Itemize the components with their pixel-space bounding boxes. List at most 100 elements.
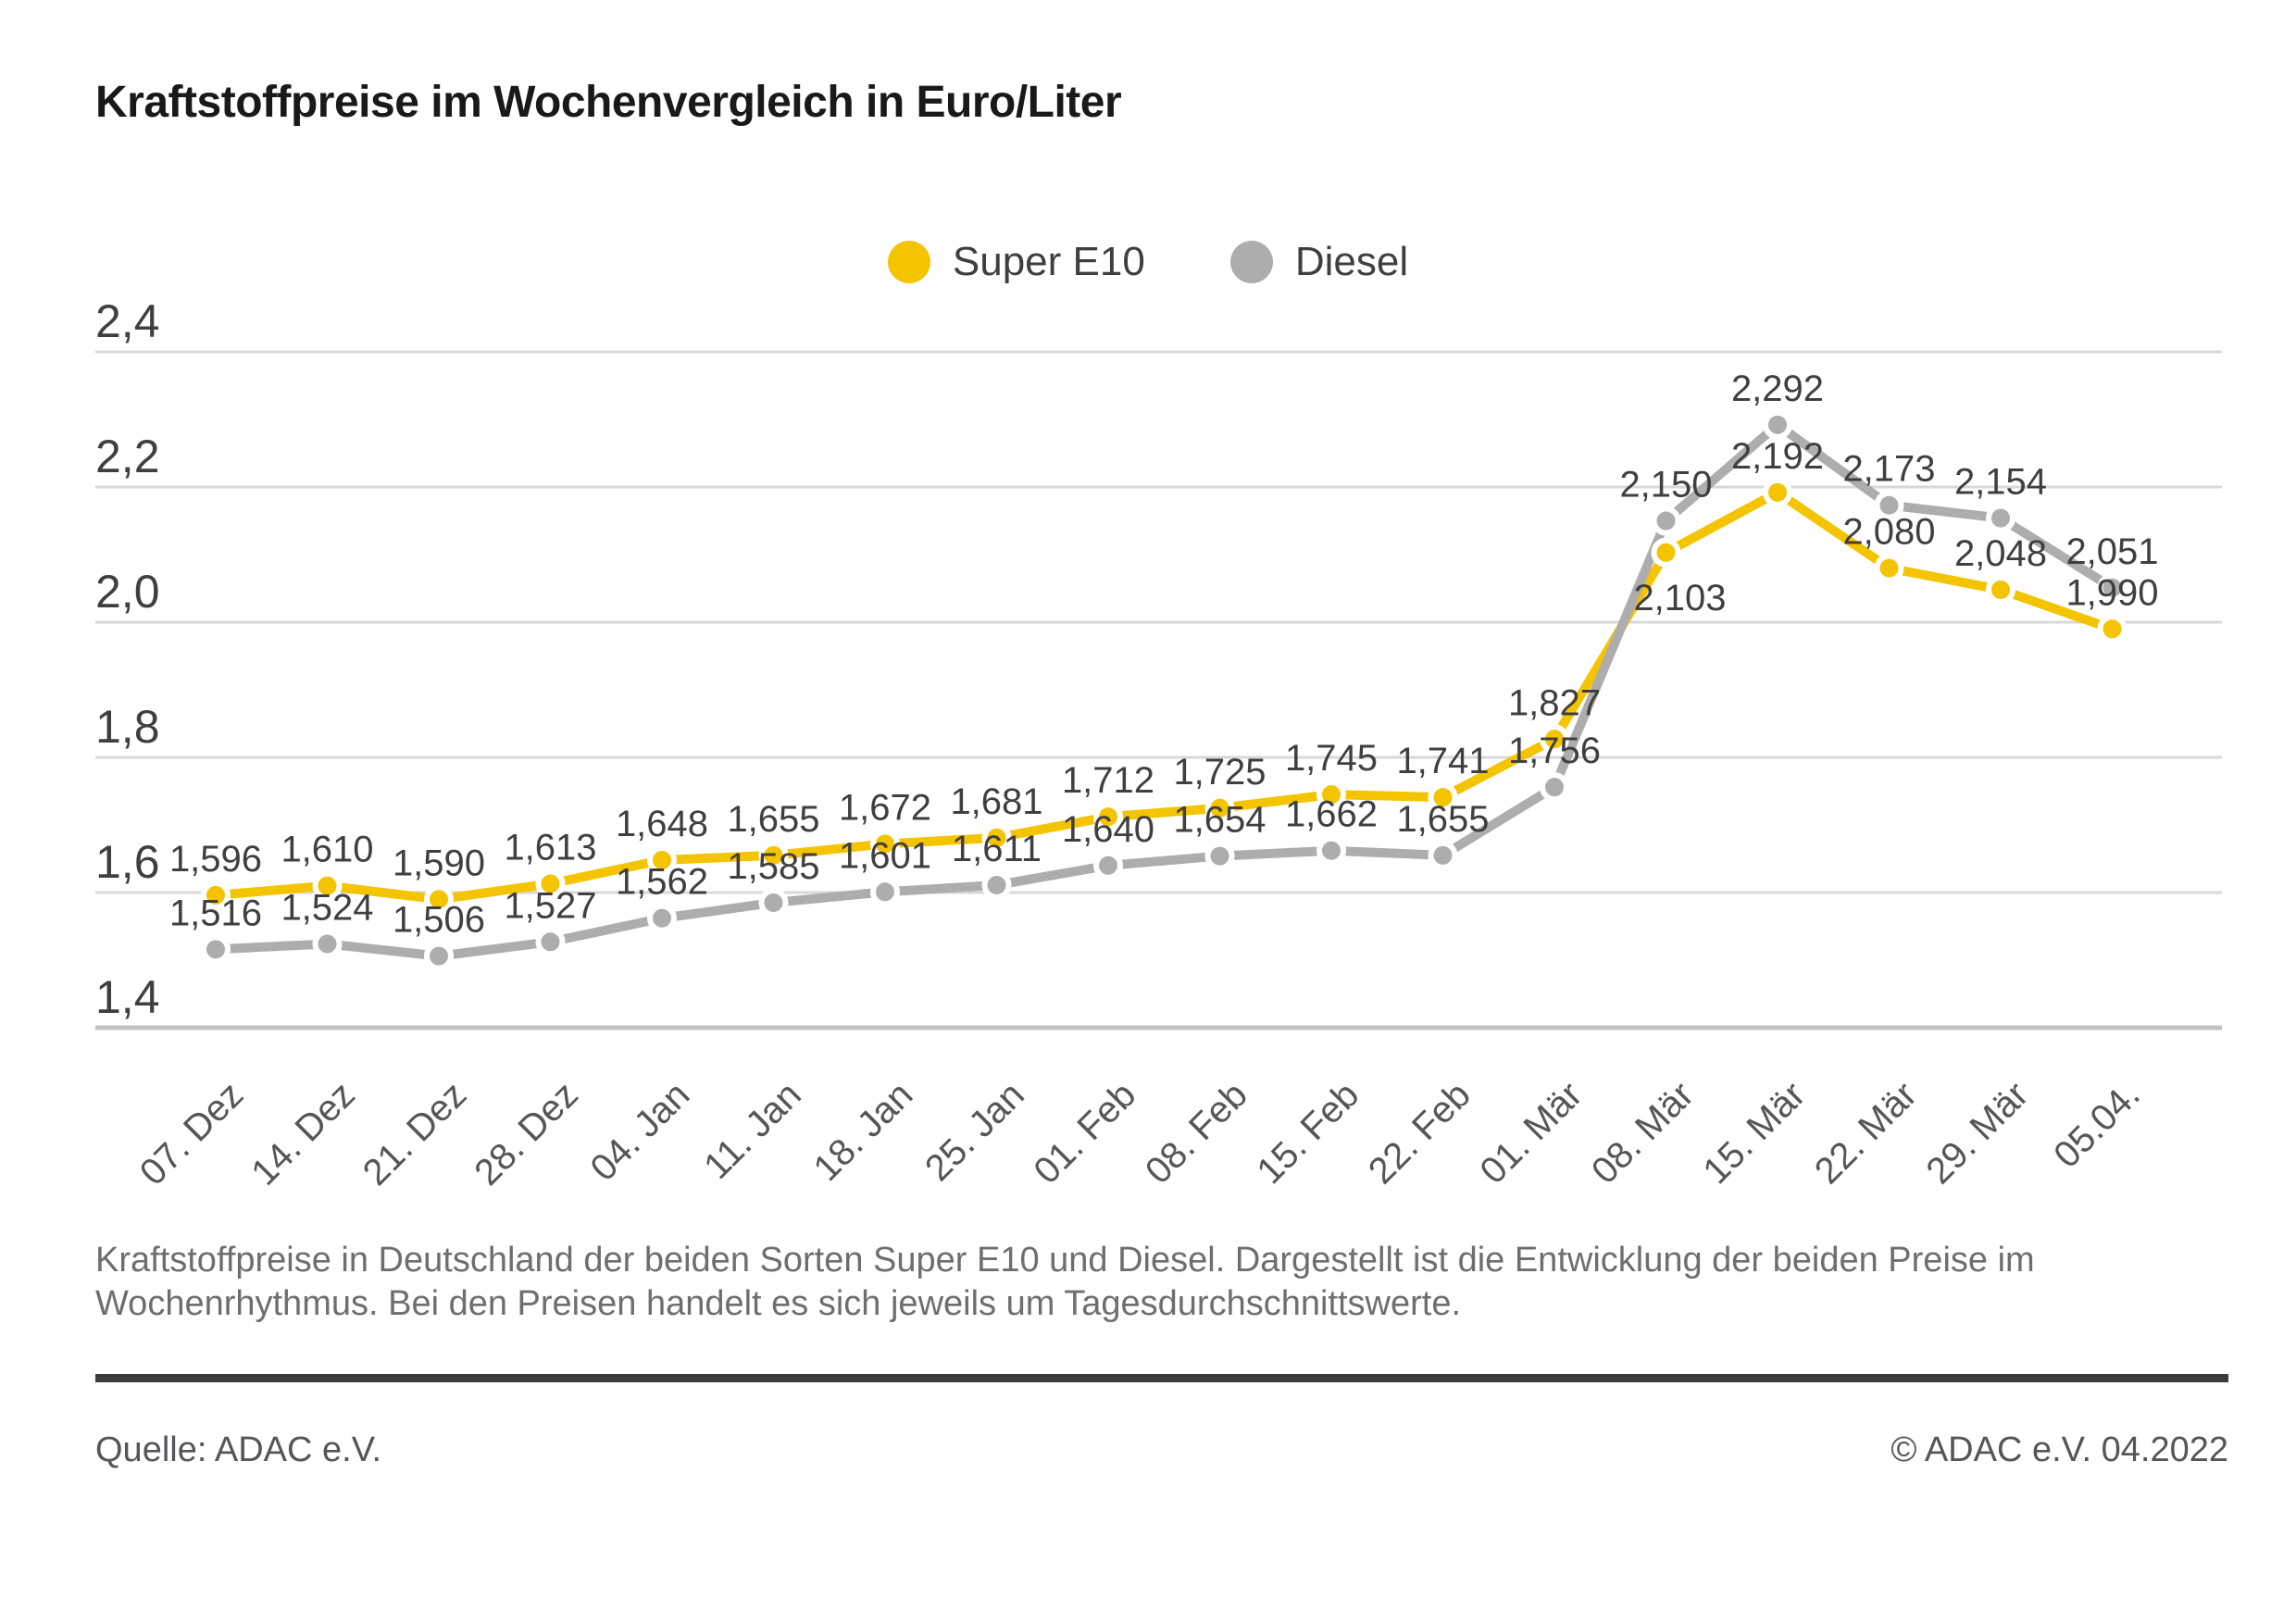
value-label: 1,590 — [393, 843, 485, 883]
data-point — [424, 941, 454, 971]
data-point — [1763, 477, 1792, 507]
x-tick-label: 08. Feb — [1138, 1074, 1255, 1192]
value-label: 1,613 — [504, 828, 596, 868]
super-e10-line — [215, 487, 2115, 905]
legend-label-diesel: Diesel — [1294, 239, 1409, 284]
value-label: 1,725 — [1173, 752, 1266, 793]
x-tick-label: 01. Mär — [1472, 1074, 1590, 1192]
legend-label-super-e10: Super E10 — [952, 239, 1145, 284]
value-label: 1,756 — [1508, 731, 1601, 771]
y-tick-label: 2,4 — [95, 295, 160, 347]
y-tick-label: 2,0 — [95, 566, 160, 618]
value-label: 1,524 — [281, 887, 373, 928]
x-tick-label: 11. Jan — [696, 1074, 809, 1187]
value-label: 1,527 — [504, 885, 596, 926]
data-point — [2097, 572, 2128, 603]
data-point — [1316, 835, 1346, 866]
value-label: 2,080 — [1842, 512, 1935, 553]
diesel-line — [215, 419, 2115, 961]
caption-line-1: Kraftstoffpreise in Deutschland der beid… — [95, 1241, 2035, 1280]
data-point — [1093, 850, 1123, 880]
data-point — [312, 929, 343, 959]
x-tick-label: 14. Dez — [243, 1074, 363, 1193]
data-point — [870, 877, 900, 907]
data-point — [1540, 772, 1569, 803]
value-label: 1,741 — [1396, 741, 1489, 781]
data-point — [1874, 490, 1904, 520]
data-point — [647, 903, 677, 933]
y-tick-label: 2,2 — [95, 431, 160, 482]
y-tick-label: 1,6 — [95, 836, 160, 888]
data-point — [1651, 537, 1681, 568]
data-point — [647, 844, 677, 875]
data-point — [1316, 780, 1346, 810]
value-label: 1,601 — [839, 835, 931, 876]
x-tick-label: 15. Feb — [1249, 1074, 1366, 1192]
value-label: 1,610 — [281, 830, 373, 870]
value-label: 2,150 — [1619, 465, 1712, 506]
legend-dot-diesel-icon — [1229, 241, 1273, 283]
value-label: 1,712 — [1062, 760, 1154, 801]
x-tick-label: 01. Feb — [1026, 1074, 1143, 1192]
x-tick-label: 25. Jan — [917, 1074, 1032, 1189]
x-tick-label: 15. Mär — [1695, 1074, 1813, 1192]
value-label: 1,654 — [1173, 800, 1266, 841]
value-label: 2,051 — [2065, 531, 2158, 572]
value-label: 1,662 — [1285, 794, 1378, 835]
data-point — [870, 829, 900, 859]
value-label: 2,173 — [1842, 449, 1935, 490]
data-point — [1540, 724, 1569, 755]
x-tick-label: 04. Jan — [582, 1074, 697, 1189]
x-tick-label: 22. Feb — [1361, 1074, 1479, 1192]
value-label: 1,745 — [1285, 738, 1378, 779]
legend-item-super-e10: Super E10 — [887, 239, 1145, 285]
data-point — [535, 868, 566, 899]
fuel-price-chart: 2,4 2,2 2,0 1,8 1,6 1,4 1,596 1,610 1,590 1,613 1,… — [95, 295, 2222, 1193]
footer-divider — [95, 1374, 2228, 1382]
data-point — [981, 869, 1012, 900]
data-point — [424, 884, 454, 915]
data-point — [758, 840, 789, 870]
y-tick-label: 1,4 — [95, 971, 160, 1023]
data-point — [1204, 793, 1235, 823]
caption-line-2: Wochenrhythmus. Bei den Preisen handelt … — [95, 1284, 1462, 1323]
value-label: 1,655 — [1396, 799, 1489, 840]
value-label: 1,596 — [169, 839, 262, 880]
x-tick-label: 05.04. — [2046, 1074, 2148, 1176]
x-tick-label: 21. Dez — [356, 1074, 475, 1193]
source-text: Quelle: ADAC e.V. — [95, 1430, 382, 1469]
page-title: Kraftstoffpreise im Wochenvergleich in E… — [95, 78, 1122, 127]
data-point — [1428, 840, 1458, 870]
data-point — [1986, 574, 2015, 605]
value-label: 1,640 — [1062, 809, 1154, 850]
value-label: 1,611 — [952, 829, 1042, 869]
x-tick-label: 08. Mär — [1584, 1074, 1702, 1192]
value-label: 1,827 — [1508, 682, 1601, 723]
value-label: 1,506 — [393, 900, 485, 941]
data-point — [1204, 841, 1235, 871]
data-point — [201, 880, 231, 910]
x-tick-label: 22. Mär — [1807, 1074, 1925, 1192]
value-label: 1,516 — [169, 893, 262, 933]
data-point — [1763, 409, 1792, 440]
data-point — [2097, 614, 2128, 644]
footer: Quelle: ADAC e.V. © ADAC e.V. 04.2022 — [95, 1430, 2228, 1470]
value-label: 1,562 — [616, 862, 708, 903]
y-tick-label: 1,8 — [95, 701, 160, 753]
legend-dot-super-e10-icon — [887, 241, 930, 283]
chart-legend: Super E10 Diesel — [0, 239, 2296, 285]
x-tick-label: 07. Dez — [132, 1074, 252, 1193]
value-label: 2,292 — [1731, 368, 1824, 409]
value-label: 1,648 — [616, 804, 708, 844]
data-point — [312, 870, 343, 901]
copyright-text: © ADAC e.V. 04.2022 — [1890, 1430, 2228, 1469]
legend-item-diesel: Diesel — [1229, 239, 1409, 285]
x-tick-label: 28. Dez — [467, 1074, 586, 1193]
data-point — [1986, 503, 2015, 533]
data-point — [1428, 782, 1458, 813]
value-label: 2,154 — [1954, 462, 2047, 503]
data-point — [1874, 553, 1904, 583]
data-point — [201, 934, 231, 965]
value-label: 1,672 — [839, 787, 931, 828]
